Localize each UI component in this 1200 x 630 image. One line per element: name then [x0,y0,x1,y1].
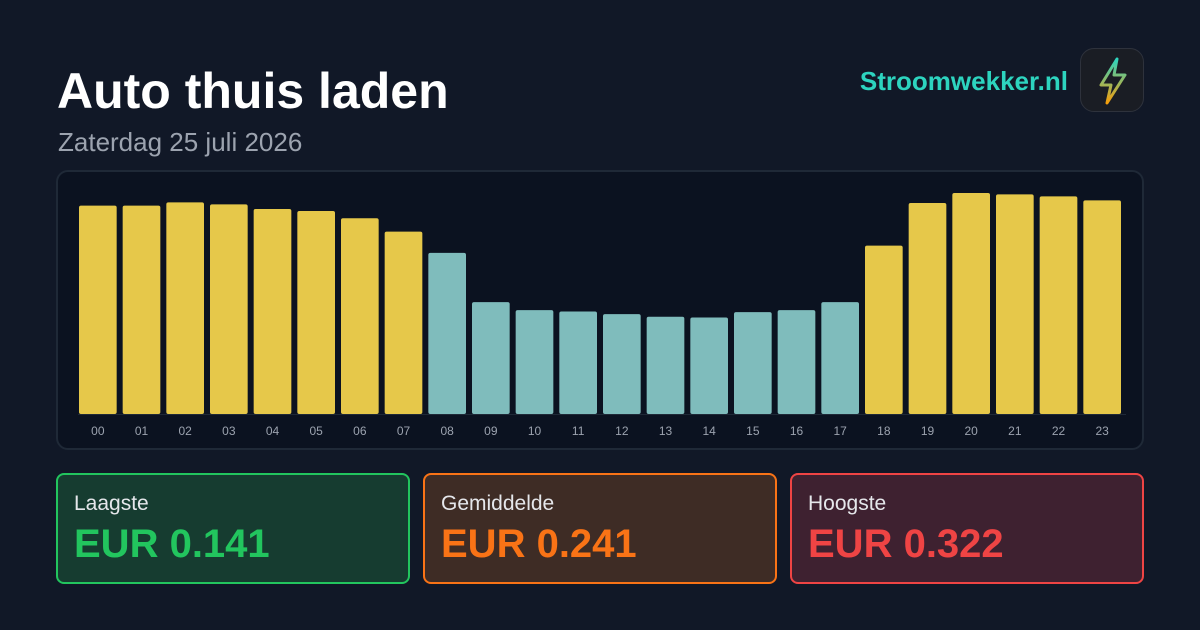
tick-label-15: 15 [746,424,760,438]
tick-label-06: 06 [353,424,367,438]
tick-label-08: 08 [440,424,454,438]
tick-label-13: 13 [659,424,673,438]
tick-label-05: 05 [309,424,323,438]
bar-hour-08 [428,252,466,414]
tick-label-11: 11 [572,424,585,438]
price-chart-panel: 00 01 02 03 04 05 06 07 08 09 10 11 12 13 14 15 16 17 18 19… [56,170,1144,450]
tick-label-01: 01 [135,424,149,438]
tick-label-23: 23 [1095,424,1109,438]
highest-price-card: Hoogste EUR 0.322 [790,473,1144,584]
bar-hour-04 [253,208,292,414]
average-price-label: Gemiddelde [441,492,555,515]
tick-label-10: 10 [528,424,542,438]
bar-hour-06 [341,218,379,414]
bar-hour-16 [777,310,816,414]
bar-hour-02 [166,202,204,414]
bar-hour-12 [603,314,641,414]
average-price-card: Gemiddelde EUR 0.241 [423,473,777,584]
bar-hour-22 [1039,196,1078,414]
tick-label-18: 18 [877,424,891,438]
price-chart: 00 01 02 03 04 05 06 07 08 09 10 11 12 13 14 15 16 17 18 19… [78,193,1126,438]
bar-hour-13 [646,316,685,414]
bar-hour-00 [79,205,117,414]
bar-hour-07 [384,231,423,414]
tick-label-16: 16 [790,424,804,438]
bar-hour-23 [1083,200,1121,414]
page-title: Auto thuis laden [57,63,449,119]
tick-label-02: 02 [178,424,192,438]
bar-hour-10 [515,310,554,414]
tick-label-22: 22 [1052,424,1066,438]
bar-hour-19 [908,202,947,414]
tick-label-19: 19 [921,424,935,438]
brand-name[interactable]: Stroomwekker.nl [859,66,1068,96]
lowest-price-label: Laagste [74,492,149,515]
tick-label-09: 09 [484,424,498,438]
bar-hour-15 [734,312,772,414]
bar-hour-18 [865,245,903,414]
bar-hour-20 [952,193,990,414]
bar-hour-17 [821,302,859,414]
bar-hour-01 [122,205,161,414]
lowest-price-value: EUR 0.141 [74,522,270,566]
tick-label-21: 21 [1008,424,1022,438]
date-subtitle: Zaterdag 25 juli 2026 [58,127,303,157]
bar-hour-11 [559,311,597,414]
tick-label-20: 20 [964,424,978,438]
average-price-value: EUR 0.241 [441,522,637,566]
tick-label-12: 12 [615,424,629,438]
bar-hour-21 [996,194,1034,414]
bar-hour-03 [210,204,248,414]
lightning-bolt-icon [1080,48,1144,112]
tick-label-00: 00 [91,424,105,438]
lowest-price-card: Laagste EUR 0.141 [56,473,410,584]
tick-label-07: 07 [397,424,411,438]
highest-price-label: Hoogste [808,492,887,515]
tick-label-04: 04 [266,424,280,438]
bar-hour-05 [297,210,335,414]
tick-label-03: 03 [222,424,236,438]
bar-hour-14 [690,317,728,414]
bar-hour-09 [472,302,510,414]
tick-label-14: 14 [702,424,716,438]
highest-price-value: EUR 0.322 [808,522,1004,566]
tick-label-17: 17 [833,424,847,438]
